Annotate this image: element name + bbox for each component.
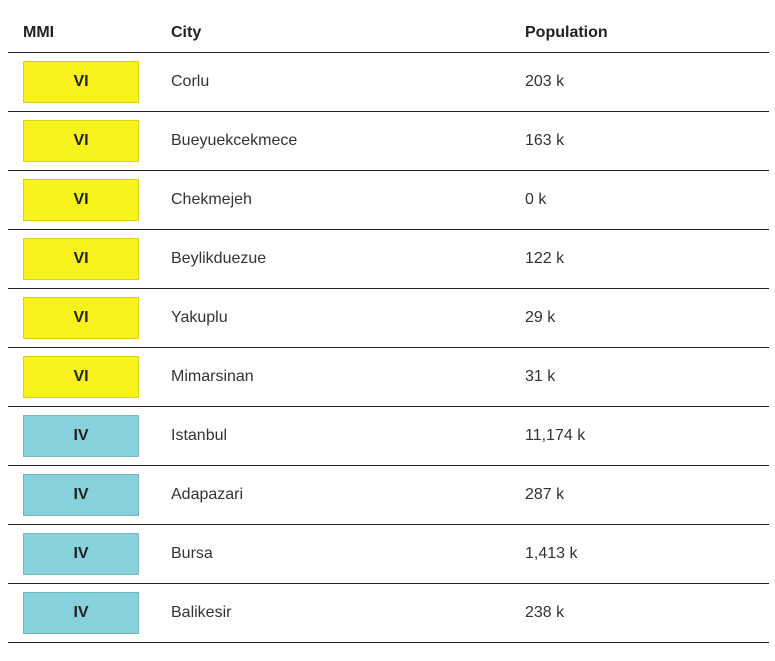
mmi-cell: VI	[8, 229, 156, 289]
table-row[interactable]: VI Yakuplu 29 k	[8, 288, 769, 348]
mmi-badge: IV	[23, 592, 139, 634]
mmi-cell: IV	[8, 524, 156, 584]
city-cell: Chekmejeh	[156, 170, 510, 230]
column-header-population[interactable]: Population	[510, 14, 769, 53]
population-cell: 29 k	[510, 288, 769, 348]
table-row[interactable]: VI Beylikduezue 122 k	[8, 229, 769, 289]
population-cell: 11,174 k	[510, 406, 769, 466]
mmi-badge: VI	[23, 238, 139, 280]
mmi-badge: VI	[23, 297, 139, 339]
mmi-badge: VI	[23, 179, 139, 221]
population-cell: 122 k	[510, 229, 769, 289]
column-header-mmi[interactable]: MMI	[8, 14, 156, 53]
mmi-cell: VI	[8, 347, 156, 407]
table-row[interactable]: VI Corlu 203 k	[8, 52, 769, 112]
population-cell: 163 k	[510, 111, 769, 171]
mmi-cell: VI	[8, 170, 156, 230]
table-row[interactable]: VI Chekmejeh 0 k	[8, 170, 769, 230]
mmi-cell: IV	[8, 465, 156, 525]
city-cell: Bursa	[156, 524, 510, 584]
header-row: MMI City Population	[8, 14, 769, 53]
table-body: VI Corlu 203 k VI Bueyuekcekmece 163 k V…	[8, 52, 769, 643]
population-cell: 287 k	[510, 465, 769, 525]
mmi-cell: VI	[8, 52, 156, 112]
mmi-badge: IV	[23, 474, 139, 516]
mmi-cell: VI	[8, 111, 156, 171]
mmi-badge: VI	[23, 356, 139, 398]
city-cell: Balikesir	[156, 583, 510, 643]
mmi-badge: VI	[23, 120, 139, 162]
table-row[interactable]: IV Balikesir 238 k	[8, 583, 769, 643]
table-row[interactable]: IV Adapazari 287 k	[8, 465, 769, 525]
population-cell: 203 k	[510, 52, 769, 112]
city-cell: Adapazari	[156, 465, 510, 525]
population-cell: 1,413 k	[510, 524, 769, 584]
population-cell: 31 k	[510, 347, 769, 407]
table-row[interactable]: VI Mimarsinan 31 k	[8, 347, 769, 407]
mmi-cell: IV	[8, 583, 156, 643]
table-row[interactable]: IV Istanbul 11,174 k	[8, 406, 769, 466]
mmi-badge: IV	[23, 415, 139, 457]
population-cell: 0 k	[510, 170, 769, 230]
city-cell: Beylikduezue	[156, 229, 510, 289]
city-cell: Mimarsinan	[156, 347, 510, 407]
city-cell: Corlu	[156, 52, 510, 112]
city-cell: Istanbul	[156, 406, 510, 466]
mmi-badge: VI	[23, 61, 139, 103]
table-header: MMI City Population	[8, 14, 769, 53]
mmi-cell: IV	[8, 406, 156, 466]
column-header-city[interactable]: City	[156, 14, 510, 53]
population-cell: 238 k	[510, 583, 769, 643]
city-cell: Bueyuekcekmece	[156, 111, 510, 171]
table-row[interactable]: IV Bursa 1,413 k	[8, 524, 769, 584]
city-intensity-table-container: MMI City Population VI Corlu 203 k VI Bu…	[8, 14, 769, 643]
table-row[interactable]: VI Bueyuekcekmece 163 k	[8, 111, 769, 171]
mmi-cell: VI	[8, 288, 156, 348]
city-cell: Yakuplu	[156, 288, 510, 348]
mmi-badge: IV	[23, 533, 139, 575]
city-intensity-table: MMI City Population VI Corlu 203 k VI Bu…	[8, 14, 769, 643]
